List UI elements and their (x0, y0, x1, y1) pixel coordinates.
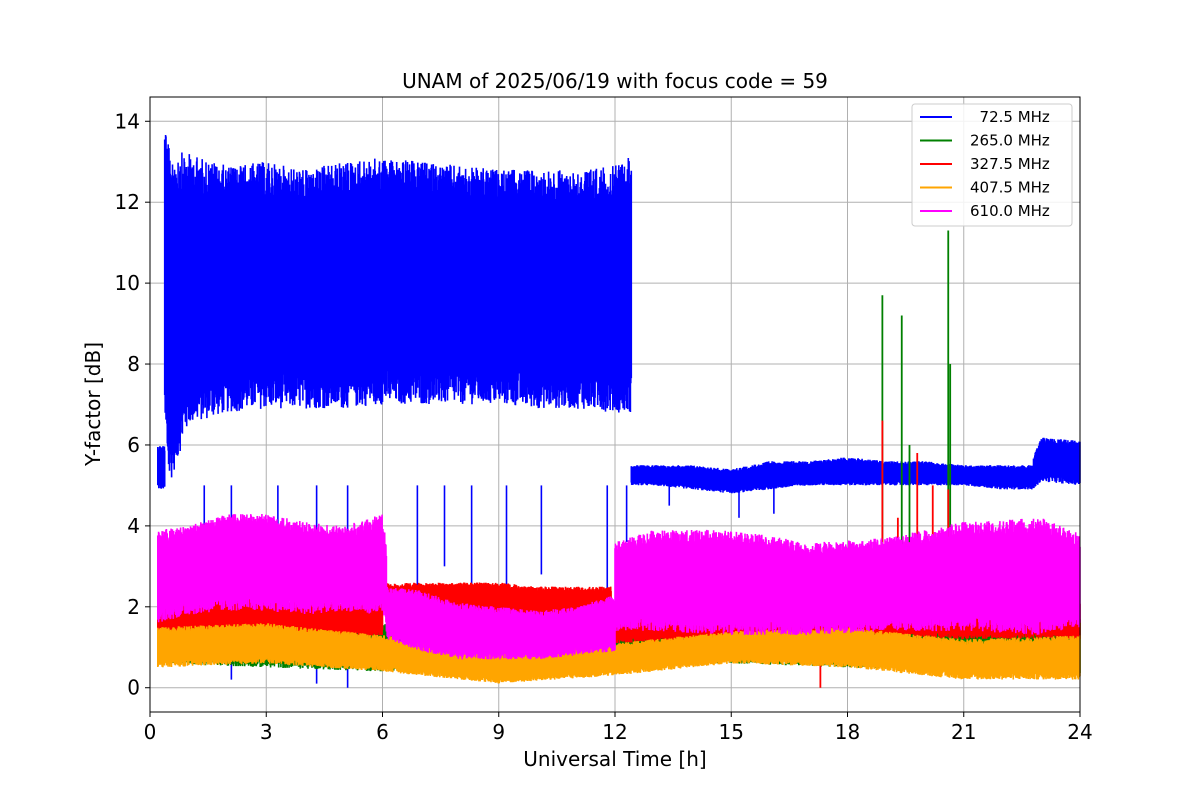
series-layer (157, 134, 1081, 688)
series-trace (157, 513, 388, 623)
x-tick-label: 18 (835, 720, 860, 744)
x-tick-label: 9 (492, 720, 505, 744)
y-tick-label: 12 (115, 190, 140, 214)
y-axis: 0 2 4 6 8 10 12 14 (115, 109, 150, 700)
x-axis-title: Universal Time [h] (523, 747, 706, 771)
legend-label: 265.0 MHz (970, 132, 1050, 150)
y-tick-label: 4 (127, 514, 140, 538)
series-trace (630, 457, 1035, 494)
legend-box (911, 103, 1073, 227)
plot-area (149, 96, 1081, 713)
series-610-0-mhz (157, 513, 1081, 660)
series-trace (157, 623, 1081, 684)
y-tick-label: 14 (115, 109, 140, 133)
y-tick-label: 0 (127, 676, 140, 700)
legend-label: 610.0 MHz (970, 202, 1050, 220)
x-tick-label: 15 (719, 720, 744, 744)
x-tick-label: 3 (260, 720, 273, 744)
series-trace (163, 134, 633, 478)
chart-title: UNAM of 2025/06/19 with focus code = 59 (402, 69, 828, 93)
series-trace (157, 446, 166, 489)
x-tick-label: 6 (376, 720, 389, 744)
legend-label: 327.5 MHz (970, 155, 1050, 173)
x-axis: 0 3 6 9 12 15 18 21 24 (144, 712, 1093, 744)
x-tick-label: 12 (602, 720, 627, 744)
legend-label: 407.5 MHz (970, 179, 1050, 197)
series-407-5-mhz (157, 623, 1081, 684)
x-tick-label: 0 (144, 720, 157, 744)
series-trace (614, 518, 1081, 636)
y-tick-label: 10 (115, 271, 140, 295)
x-tick-label: 24 (1067, 720, 1092, 744)
series-trace (385, 586, 616, 660)
y-axis-title: Y-factor [dB] (81, 342, 105, 467)
legend: 72.5 MHz 265.0 MHz 327.5 MHz 407.5 MHz 610.0… (911, 103, 1073, 227)
y-tick-label: 2 (127, 595, 140, 619)
legend-label: 72.5 MHz (970, 108, 1050, 126)
series-trace (1032, 437, 1081, 489)
y-tick-label: 8 (127, 352, 140, 376)
y-tick-label: 6 (127, 433, 140, 457)
x-tick-label: 21 (951, 720, 976, 744)
